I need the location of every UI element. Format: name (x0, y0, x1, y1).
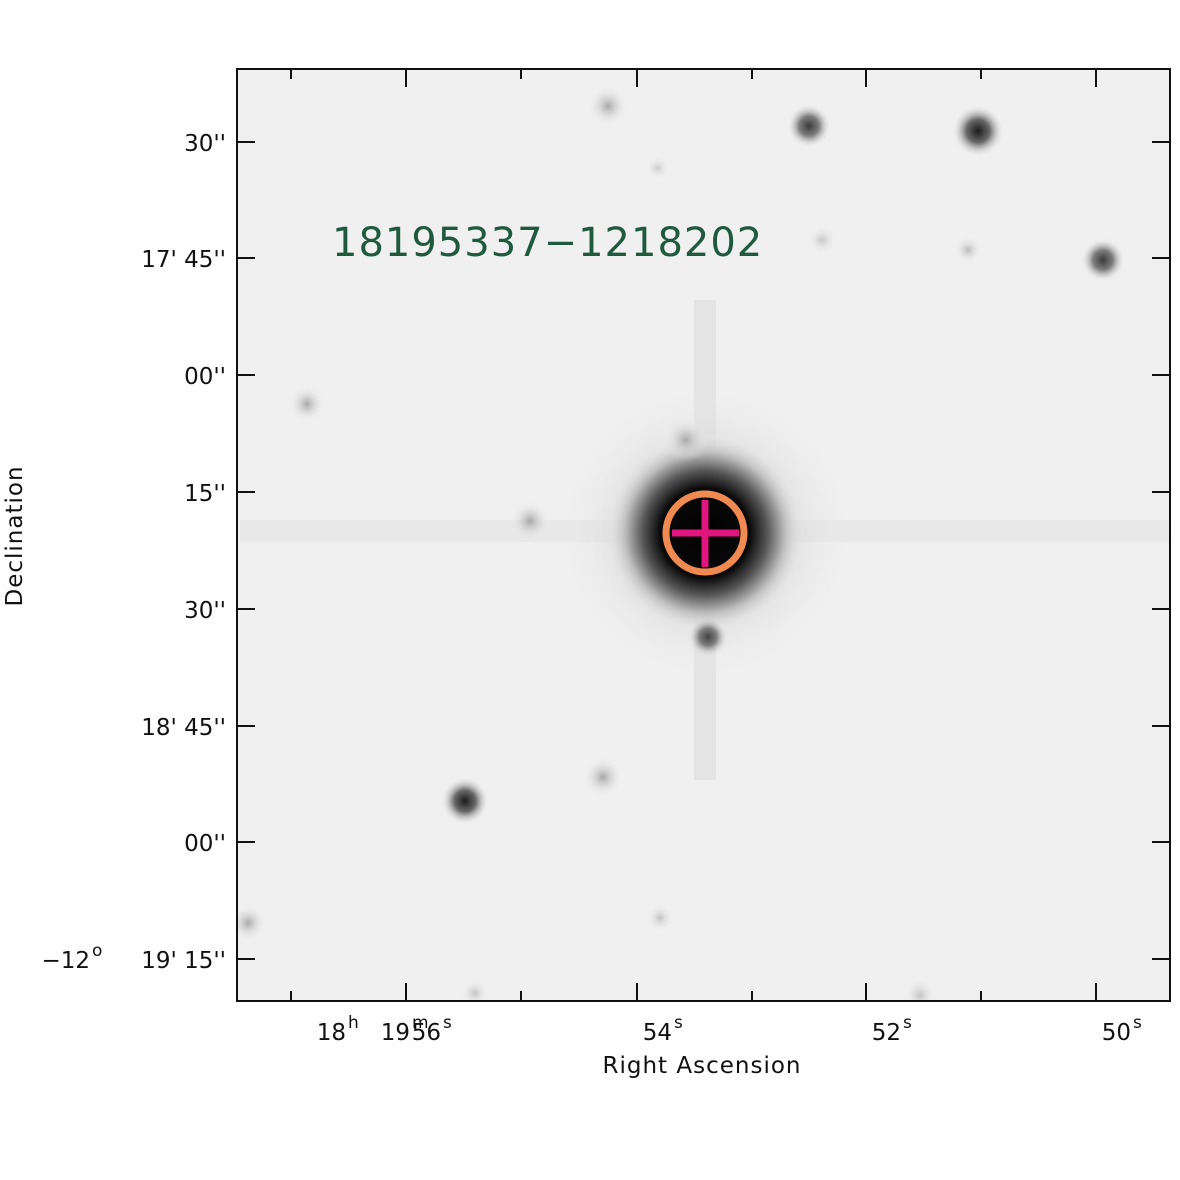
y-tick-label: 17' 45'' (141, 247, 226, 273)
x-tick-label: 50 (1102, 1020, 1131, 1046)
x-axis-title: Right Ascension (603, 1053, 802, 1079)
y-tick-label: 30'' (184, 598, 226, 624)
y-tick-label: 00'' (184, 831, 226, 857)
y-tick-label-degree: o (92, 941, 102, 961)
x-tick-label-minutes-unit: m (412, 1013, 429, 1033)
y-axis-title: Declination (2, 465, 28, 606)
tick-marks (237, 69, 1170, 1001)
x-tick-label-hours-unit: h (348, 1013, 359, 1033)
aperture-circle (662, 490, 748, 576)
y-tick-labels: 30'' 17' 45'' 00'' 15'' 30'' 18' 45'' 00'' 19' … (41, 131, 226, 974)
x-tick-label-unit: s (443, 1013, 452, 1033)
crosshair (672, 500, 739, 567)
x-tick-label: 56 (412, 1020, 441, 1046)
sky-image (237, 69, 1170, 1001)
x-tick-label-unit: s (674, 1013, 683, 1033)
x-tick-label-minutes: 19 (381, 1020, 410, 1046)
y-tick-label: 30'' (184, 131, 226, 157)
x-tick-label: 52 (872, 1020, 901, 1046)
x-tick-label-hours: 18 (317, 1020, 346, 1046)
object-id-label: 18195337−1218202 (332, 220, 763, 266)
y-tick-label: 15'' (184, 481, 226, 507)
x-tick-labels: 56 s18 h 19 m 54 s 52 s 50 s (317, 1013, 1142, 1046)
y-tick-label-prefix: −12 (41, 948, 90, 974)
x-tick-label: 54 (643, 1020, 672, 1046)
x-tick-label-unit: s (1133, 1013, 1142, 1033)
plot-frame (236, 68, 1171, 1002)
y-tick-label: 00'' (184, 364, 226, 390)
y-tick-label: 19' 15'' (141, 948, 226, 974)
x-tick-label-unit: s (903, 1013, 912, 1033)
y-tick-label: 18' 45'' (141, 715, 226, 741)
